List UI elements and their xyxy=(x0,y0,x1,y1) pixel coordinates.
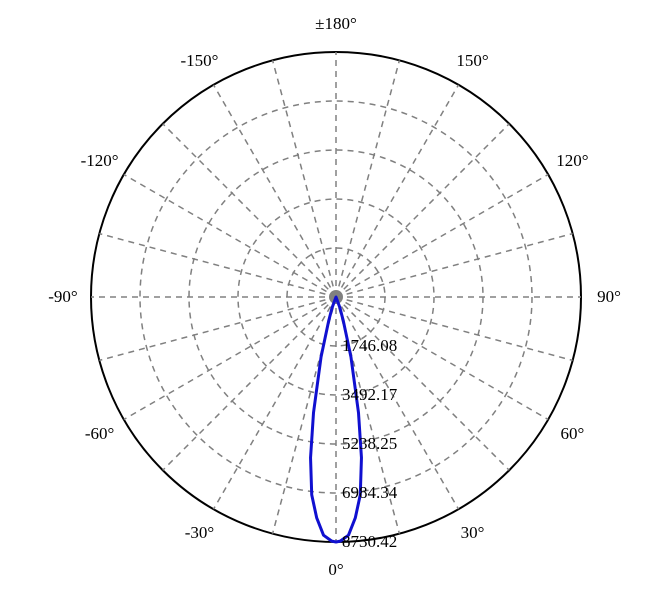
grid-spoke xyxy=(336,85,459,297)
grid-spoke xyxy=(336,175,548,298)
angle-label: ±180° xyxy=(315,14,357,34)
radial-label: 3492.17 xyxy=(342,385,397,405)
angle-label: -30° xyxy=(185,523,214,543)
grid-spoke xyxy=(214,297,337,509)
angle-label: -60° xyxy=(85,424,114,444)
polar-svg xyxy=(0,0,672,595)
grid-spoke xyxy=(99,234,336,297)
grid-spoke xyxy=(336,234,573,297)
angle-label: 90° xyxy=(597,287,621,307)
angle-label: -150° xyxy=(181,51,219,71)
grid-spoke xyxy=(336,124,509,297)
radial-label: 6984.34 xyxy=(342,483,397,503)
angle-label: 30° xyxy=(461,523,485,543)
radial-label: 8730.42 xyxy=(342,532,397,552)
grid-spoke xyxy=(124,297,336,420)
grid-spoke xyxy=(99,297,336,360)
radial-label: 1746.08 xyxy=(342,336,397,356)
angle-label: 120° xyxy=(556,151,588,171)
angle-label: 0° xyxy=(328,560,343,580)
angle-label: -90° xyxy=(48,287,77,307)
grid-spoke xyxy=(214,85,337,297)
angle-label: 60° xyxy=(561,424,585,444)
radial-label: 5238.25 xyxy=(342,434,397,454)
grid-spoke xyxy=(163,124,336,297)
grid-spoke xyxy=(124,175,336,298)
grid-spoke xyxy=(273,60,336,297)
angle-label: -120° xyxy=(81,151,119,171)
grid-spoke xyxy=(336,60,399,297)
angle-label: 150° xyxy=(456,51,488,71)
polar-chart: ±180° 150° 120° 90° 60° 30° 0° -30° -60° -90° -120… xyxy=(0,0,672,595)
